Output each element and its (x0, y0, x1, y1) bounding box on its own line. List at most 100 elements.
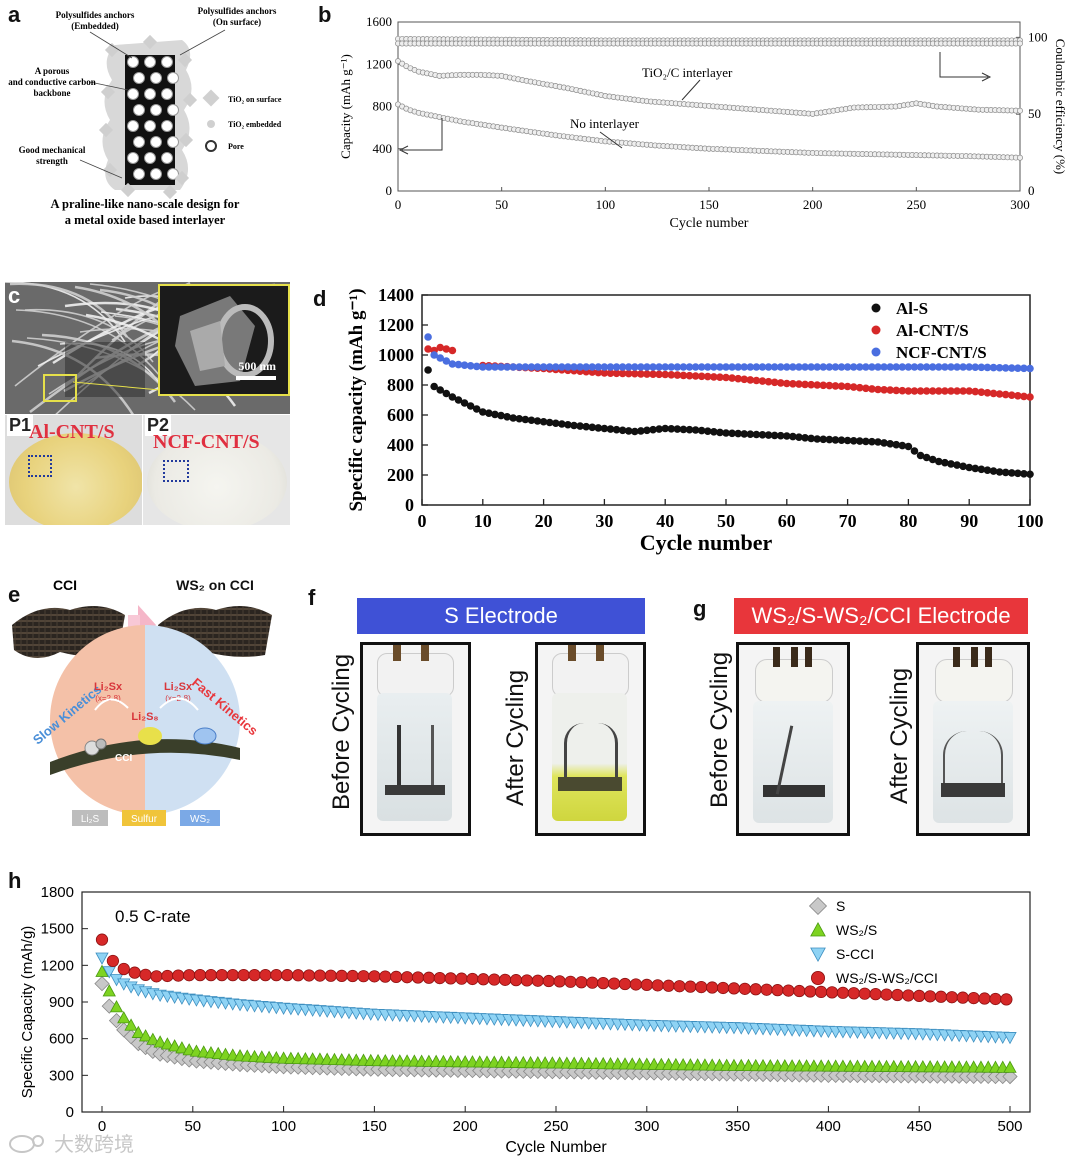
chart-h-point (270, 968, 283, 982)
chart-b-point (395, 58, 401, 65)
chart-d-point (843, 363, 852, 371)
chart-d-point (649, 370, 657, 378)
panel-a-letter: a (8, 2, 21, 27)
chart-h-point (324, 969, 337, 982)
chart-h-xtick: 500 (997, 1118, 1022, 1135)
chart-d-point (600, 369, 609, 377)
chart-h-point (902, 989, 915, 1002)
chart-d-legend-label: Al-CNT/S (896, 321, 969, 340)
chart-h-point (422, 971, 436, 984)
chart-d-point (819, 381, 828, 390)
chart-b-xtick: 200 (803, 197, 823, 212)
chart-b-ylabel-right: Coulombic efficiency (%) (1053, 39, 1068, 175)
chart-d-point (667, 363, 676, 371)
chart-b-annotation-none: No interlayer (570, 116, 640, 131)
chart-h-point (531, 974, 544, 987)
chart-d-point (655, 363, 663, 371)
chart-h-point (808, 896, 828, 916)
chart-d-point (910, 387, 919, 395)
chart-d-point (935, 387, 943, 395)
chart-d-point (1007, 469, 1016, 477)
chart-d-point (776, 431, 785, 440)
chart-h-point (810, 947, 826, 963)
sem-roi-box (43, 374, 77, 402)
chart-h-point (793, 984, 806, 998)
chart-d-point (655, 370, 663, 379)
chart-d-ytick: 800 (387, 375, 414, 395)
chart-d-point (497, 411, 505, 420)
chart-h-point (302, 969, 316, 982)
chart-h-point (488, 973, 501, 986)
chart-h-point (749, 983, 762, 996)
chart-d-point (898, 441, 907, 450)
chart-d-point (904, 363, 913, 371)
chart-d-point (631, 427, 639, 436)
chart-d-point (521, 363, 530, 371)
chart-d-ytick: 600 (387, 405, 414, 425)
chart-h-point (102, 966, 116, 979)
chart-d-point (643, 426, 651, 435)
chart-d-point (703, 363, 712, 371)
chart-d-point (855, 363, 864, 371)
chart-h-point (989, 992, 1002, 1006)
chart-d-point (874, 438, 882, 446)
chart-b-xtick: 0 (395, 197, 402, 212)
chart-b-point (399, 60, 406, 67)
chart-d-point (862, 384, 870, 393)
chart-d-point (916, 387, 925, 395)
chart-h-point (847, 987, 860, 1000)
chart-d-point (618, 369, 627, 378)
chart-d-point (892, 363, 901, 371)
chart-d-point (612, 425, 621, 434)
chart-b-point (1017, 40, 1023, 47)
chart-h-point (390, 970, 403, 984)
chart-d-ytick: 1000 (378, 345, 414, 365)
chart-d-point (685, 371, 694, 380)
chart-d-point (442, 345, 451, 353)
chart-d-point (831, 436, 840, 444)
chart-d-point (600, 424, 609, 433)
chart-d-point (521, 415, 530, 424)
chart-h-point (444, 972, 457, 985)
chart-d-point (977, 465, 986, 474)
chart-d-point (849, 363, 858, 371)
chart-d-point (564, 420, 572, 429)
chart-d-point (442, 389, 451, 398)
panel-e-letter: e (8, 582, 21, 607)
chart-d-point (983, 363, 992, 372)
label-li2sx-right: Li₂Sx (164, 681, 193, 693)
chart-h-point (956, 991, 969, 1004)
chart-d-point (710, 363, 718, 371)
chart-d-point (843, 436, 852, 445)
chart-d-point (868, 437, 876, 446)
chart-d-legend-marker (871, 325, 881, 335)
chart-d-point (1020, 364, 1028, 373)
label-mechanical: Good mechanical strength (19, 145, 86, 166)
chart-d-point (880, 386, 888, 394)
chart-d-point (807, 434, 815, 443)
chart-d-ytick: 400 (387, 435, 414, 455)
chart-h-point (684, 980, 697, 993)
chart-h-point (357, 970, 370, 983)
chart-h-point (433, 971, 446, 985)
chart-d-point (430, 382, 438, 391)
chart-d-point (606, 363, 615, 371)
chart-d-point (472, 362, 481, 371)
chart-h-point (575, 976, 588, 989)
chart-d-point (953, 387, 961, 395)
chart-d-xtick: 50 (717, 511, 735, 531)
chart-h-ytick: 300 (49, 1067, 74, 1084)
chart-d-xtick: 30 (595, 511, 613, 531)
chart-h-point (335, 969, 348, 983)
legend-sulfur-box (122, 810, 166, 826)
chart-d-point (989, 363, 998, 372)
chart-h-point (172, 969, 185, 982)
chart-d-point (910, 363, 919, 371)
chart-d-point (551, 363, 560, 371)
chart-h-ytick: 600 (49, 1031, 74, 1048)
chart-d-point (880, 439, 888, 447)
chart-b-arrow-left (402, 118, 443, 151)
chart-d-point (904, 442, 913, 451)
chart-h-point (880, 988, 893, 1001)
chart-d-point (703, 372, 712, 381)
